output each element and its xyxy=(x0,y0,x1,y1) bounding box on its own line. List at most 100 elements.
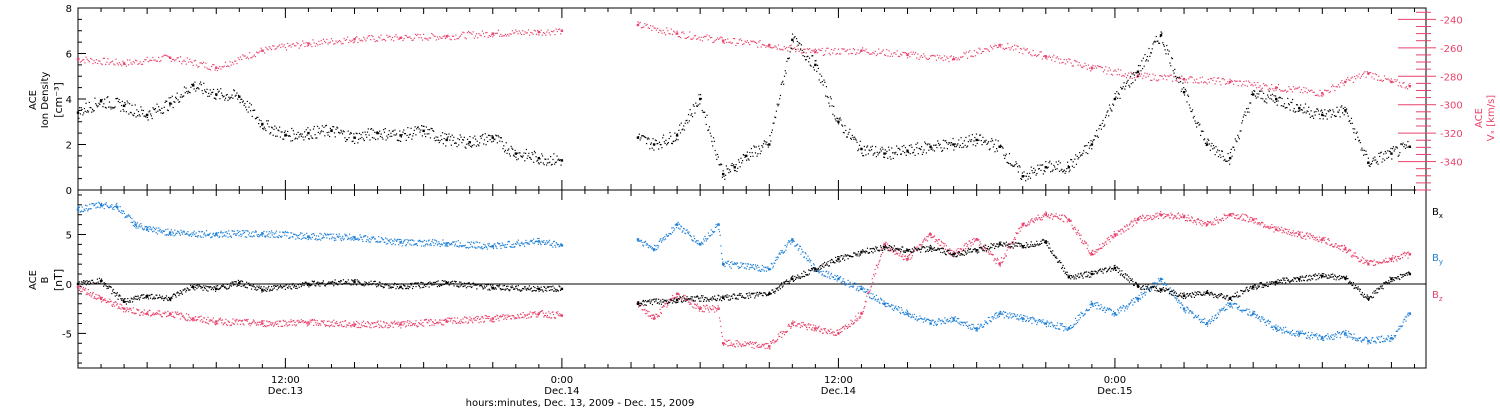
density-sample xyxy=(1169,63,1170,64)
vx-sample xyxy=(885,55,886,56)
density-sample xyxy=(477,144,478,145)
bz-sample xyxy=(644,309,645,310)
density-sample xyxy=(670,136,671,137)
vx-sample xyxy=(907,57,908,58)
bz-sample xyxy=(435,319,436,320)
vx-sample xyxy=(1148,76,1149,77)
bz-sample xyxy=(766,343,767,344)
bz-sample xyxy=(1049,217,1050,218)
bz-sample xyxy=(467,323,468,324)
density-sample xyxy=(451,145,452,146)
bz-sample xyxy=(1326,242,1327,243)
bz-sample xyxy=(260,324,261,325)
density-sample xyxy=(659,142,660,143)
vx-sample xyxy=(155,59,156,60)
bz-sample xyxy=(1139,219,1140,220)
density-sample xyxy=(888,147,889,148)
vx-sample xyxy=(946,56,947,57)
bz-sample xyxy=(497,315,498,316)
vx-sample xyxy=(1330,91,1331,92)
vx-sample xyxy=(153,60,154,61)
vx-sample xyxy=(1144,73,1145,74)
bz-sample xyxy=(222,319,223,320)
bz-sample xyxy=(971,245,972,246)
bz-sample xyxy=(429,321,430,322)
bz-sample xyxy=(253,319,254,320)
vx-sample xyxy=(473,31,474,32)
by-sample xyxy=(276,231,277,232)
by-sample xyxy=(274,233,275,234)
vx-sample xyxy=(113,63,114,64)
bz-sample xyxy=(462,318,463,319)
density-sample xyxy=(1057,164,1058,165)
bz-sample xyxy=(1078,233,1079,234)
bz-sample xyxy=(1329,240,1330,241)
bz-sample xyxy=(516,318,517,319)
by-sample xyxy=(224,235,225,236)
bz-sample xyxy=(1096,252,1097,253)
vx-sample xyxy=(849,49,850,50)
vx-sample xyxy=(1039,51,1040,52)
vx-sample xyxy=(1127,75,1128,76)
bz-sample xyxy=(285,324,286,325)
density-sample xyxy=(552,164,553,165)
bz-sample xyxy=(517,314,518,315)
density-sample xyxy=(95,103,96,104)
vx-sample xyxy=(1033,50,1034,51)
vx-sample xyxy=(1370,72,1371,73)
density-sample xyxy=(122,101,123,102)
bz-sample xyxy=(1046,212,1047,213)
density-sample xyxy=(819,79,820,80)
bz-sample xyxy=(1133,225,1134,226)
bz-sample xyxy=(729,345,730,346)
bz-sample xyxy=(699,310,700,311)
density-sample xyxy=(730,171,731,172)
bz-sample xyxy=(523,312,524,313)
vx-sample xyxy=(1081,66,1082,67)
by-sample xyxy=(171,234,172,235)
density-sample xyxy=(490,135,491,136)
vx-sample xyxy=(193,65,194,66)
vx-sample xyxy=(99,61,100,62)
bz-sample xyxy=(667,305,668,306)
bz-sample xyxy=(1353,255,1354,256)
vx-sample xyxy=(1398,85,1399,86)
density-sample xyxy=(356,133,357,134)
bz-sample xyxy=(537,316,538,317)
vx-sample xyxy=(1268,89,1269,90)
by-sample xyxy=(100,207,101,208)
vx-sample xyxy=(478,33,479,34)
density-sample xyxy=(215,99,216,100)
vx-sample xyxy=(515,30,516,31)
density-sample xyxy=(738,159,739,160)
bz-sample xyxy=(115,302,116,303)
density-sample xyxy=(652,148,653,149)
density-sample xyxy=(428,133,429,134)
density-sample xyxy=(712,145,713,146)
vx-sample xyxy=(1079,62,1080,63)
bz-sample xyxy=(1289,234,1290,235)
density-sample xyxy=(987,143,988,144)
vx-sample xyxy=(112,61,113,62)
density-sample xyxy=(1217,149,1218,150)
vx-sample xyxy=(148,61,149,62)
density-sample xyxy=(678,130,679,131)
vx-sample xyxy=(758,41,759,42)
bz-sample xyxy=(396,322,397,323)
bz-sample xyxy=(816,330,817,331)
density-sample xyxy=(1319,114,1320,115)
vx-sample xyxy=(659,30,660,31)
bz-sample xyxy=(1233,214,1234,215)
density-sample xyxy=(1200,135,1201,136)
density-sample xyxy=(394,129,395,130)
bz-sample xyxy=(330,322,331,323)
density-sample xyxy=(716,159,717,160)
bz-sample xyxy=(834,332,835,333)
density-sample xyxy=(1056,161,1057,162)
density-sample xyxy=(548,158,549,159)
by-sample xyxy=(232,230,233,231)
density-sample xyxy=(491,141,492,142)
bz-sample xyxy=(895,251,896,252)
density-sample xyxy=(190,92,191,93)
by-sample xyxy=(267,234,268,235)
